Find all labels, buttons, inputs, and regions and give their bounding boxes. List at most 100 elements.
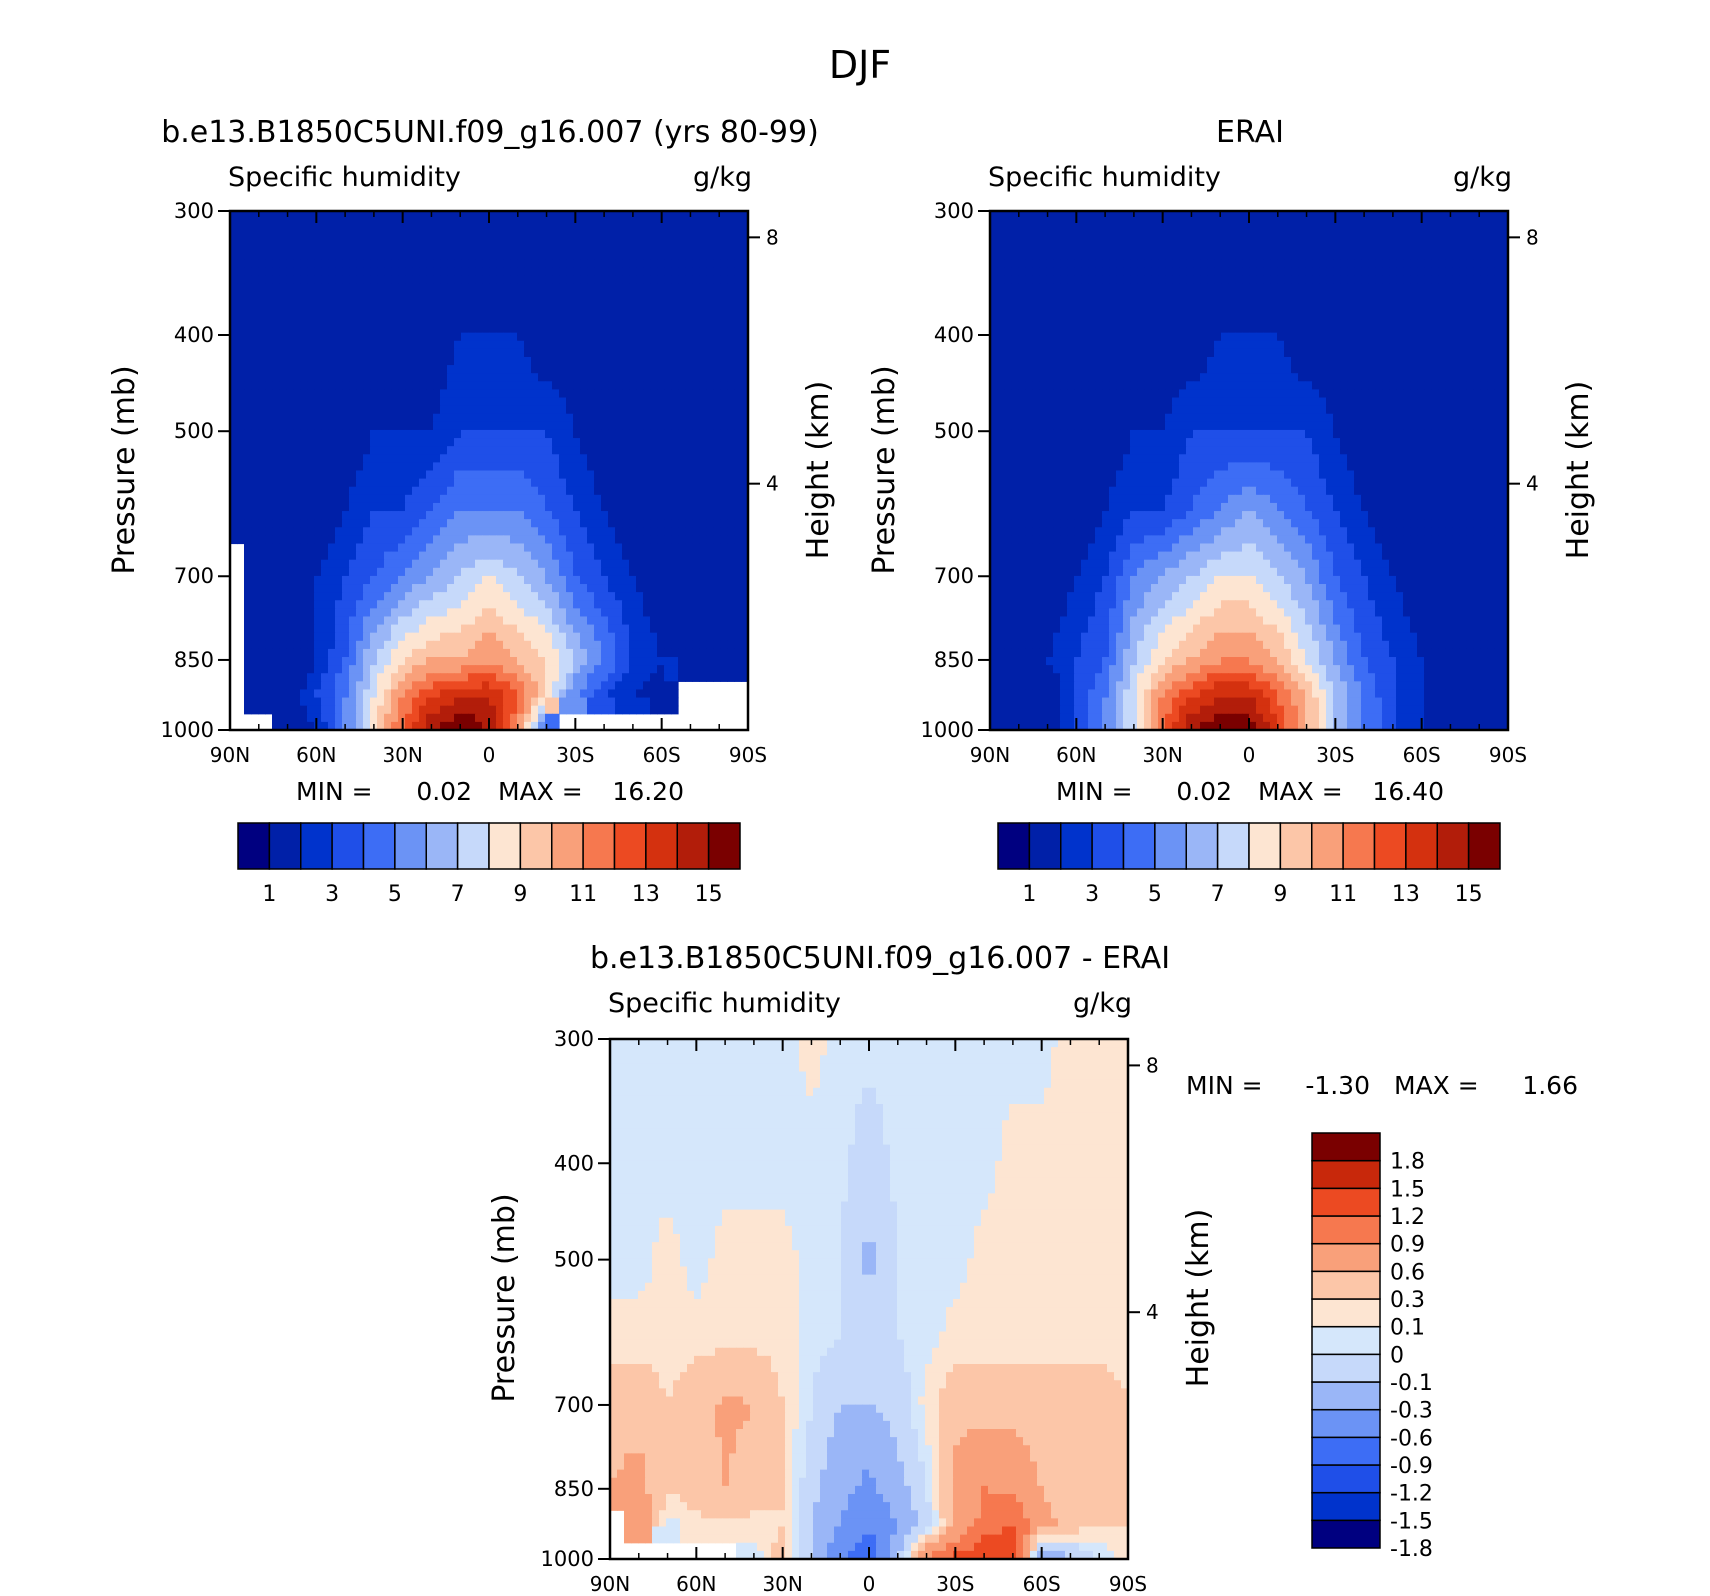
- field-cell: [321, 275, 329, 285]
- field-cell: [433, 308, 441, 318]
- field-cell: [482, 624, 490, 634]
- field-cell: [237, 373, 245, 382]
- field-cell: [699, 616, 707, 626]
- field-cell: [475, 397, 483, 407]
- field-cell: [265, 340, 273, 350]
- field-cell: [419, 397, 427, 407]
- field-cell: [468, 665, 476, 674]
- field-cell: [706, 673, 714, 682]
- field-cell: [356, 584, 364, 593]
- field-cell: [566, 575, 574, 585]
- field-cell: [636, 608, 644, 618]
- field-cell: [426, 665, 434, 674]
- field-cell: [440, 584, 448, 593]
- field-cell: [454, 486, 462, 496]
- field-cell: [699, 227, 707, 236]
- field-cell: [447, 429, 455, 439]
- field-cell: [496, 519, 504, 528]
- field-cell: [685, 259, 693, 269]
- field-cell: [314, 251, 322, 261]
- field-cell: [265, 665, 273, 674]
- field-cell: [587, 657, 595, 666]
- field-cell: [272, 519, 280, 528]
- field-cell: [1354, 235, 1362, 245]
- field-cell: [447, 438, 455, 447]
- field-cell: [538, 648, 546, 658]
- field-cell: [377, 373, 385, 382]
- field-cell: [1403, 235, 1411, 245]
- field-cell: [237, 300, 245, 309]
- field-cell: [419, 470, 427, 480]
- field-cell: [314, 365, 322, 374]
- field-cell: [356, 365, 364, 374]
- field-cell: [265, 413, 273, 423]
- x-tick-label: 90N: [210, 743, 250, 767]
- field-cell: [363, 543, 371, 553]
- field-cell: [349, 713, 357, 723]
- field-cell: [997, 211, 1005, 220]
- field-cell: [706, 592, 714, 601]
- field-cell: [601, 519, 609, 528]
- field-cell: [321, 316, 329, 326]
- field-cell: [440, 616, 448, 626]
- field-cell: [636, 632, 644, 642]
- field-cell: [741, 648, 748, 658]
- field-cell: [398, 446, 406, 455]
- field-cell: [272, 567, 280, 577]
- field-cell: [615, 332, 623, 342]
- field-cell: [510, 405, 518, 415]
- field-cell: [643, 454, 651, 463]
- field-cell: [370, 478, 378, 488]
- field-cell: [356, 648, 364, 658]
- field-cell: [545, 219, 553, 228]
- field-cell: [363, 365, 371, 374]
- field-cell: [356, 616, 364, 626]
- field-cell: [741, 527, 748, 536]
- field-cell: [678, 300, 686, 309]
- field-cell: [580, 397, 588, 407]
- field-cell: [643, 219, 651, 228]
- field-cell: [475, 332, 483, 342]
- field-cell: [293, 567, 301, 577]
- field-cell: [328, 259, 336, 269]
- field-cell: [531, 421, 539, 431]
- field-cell: [391, 259, 399, 269]
- field-cell: [461, 689, 469, 699]
- field-cell: [657, 575, 665, 585]
- field-cell: [713, 551, 721, 561]
- field-cell: [496, 494, 504, 504]
- field-cell: [706, 502, 714, 512]
- field-cell: [279, 502, 287, 512]
- field-cell: [307, 405, 315, 415]
- field-cell: [1242, 235, 1250, 245]
- field-cell: [706, 575, 714, 585]
- field-cell: [496, 211, 504, 220]
- field-cell: [300, 673, 308, 682]
- field-cell: [482, 267, 490, 277]
- field-cell: [293, 713, 301, 723]
- field-cell: [244, 316, 252, 326]
- field-cell: [545, 300, 553, 309]
- field-cell: [503, 413, 511, 423]
- field-cell: [636, 519, 644, 528]
- field-cell: [1179, 219, 1187, 228]
- field-cell: [650, 559, 658, 569]
- field-cell: [440, 348, 448, 358]
- field-cell: [307, 575, 315, 585]
- field-cell: [496, 348, 504, 358]
- field-cell: [587, 397, 595, 407]
- field-cell: [685, 316, 693, 326]
- field-cell: [559, 494, 567, 504]
- field-cell: [573, 438, 581, 447]
- field-cell: [496, 689, 504, 699]
- field-cell: [685, 486, 693, 496]
- field-cell: [706, 324, 714, 334]
- field-cell: [244, 665, 252, 674]
- field-cell: [664, 259, 672, 269]
- field-cell: [671, 657, 679, 666]
- field-cell: [594, 689, 602, 699]
- field-cell: [664, 648, 672, 658]
- field-cell: [258, 567, 266, 577]
- field-cell: [531, 243, 539, 253]
- field-cell: [265, 365, 273, 374]
